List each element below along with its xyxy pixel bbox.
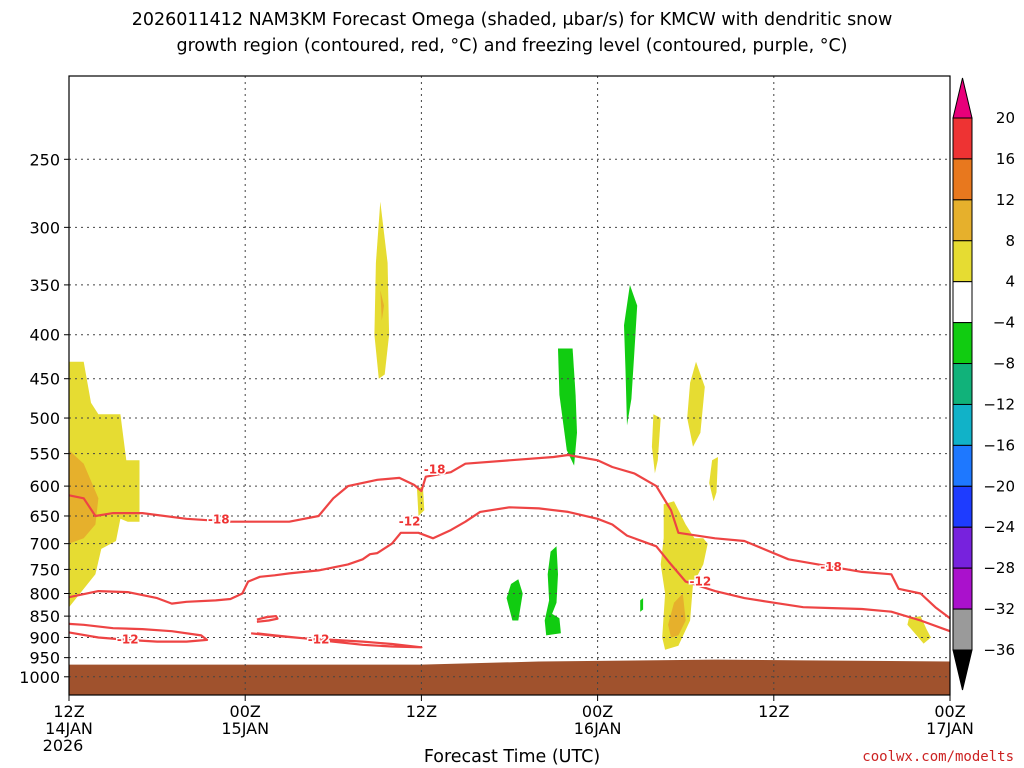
colorbar-band-10	[952, 485, 973, 528]
colorbar-label-13: −36	[983, 641, 1015, 659]
colorbar-label-11: −28	[983, 559, 1015, 577]
y-tick-label-850: 850	[29, 607, 60, 626]
terrain-layer	[69, 659, 950, 695]
y-tick-label-1000: 1000	[19, 668, 60, 687]
omega-region-6	[506, 579, 523, 621]
x-tick-label-0-1: 14JAN	[45, 719, 93, 738]
colorbar-band-5	[952, 281, 973, 324]
y-tick-label-500: 500	[29, 409, 60, 428]
colorbar-label-7: −12	[983, 395, 1015, 413]
colorbar-label-5: −4	[993, 314, 1015, 332]
chart-title-line2: growth region (contoured, red, °C) and f…	[177, 36, 848, 56]
x-tick-label-36-0: 00Z	[582, 702, 613, 721]
colorbar: 20 16 12 8 4 −4 −8 −12 −16 −20 −24 −28 −32 −36	[952, 77, 1015, 691]
y-tick-label-400: 400	[29, 326, 60, 345]
y-tick-label-450: 450	[29, 370, 60, 389]
colorbar-top-triangle	[952, 77, 973, 119]
contour-label-1-1: -12	[690, 575, 712, 589]
omega-region-2	[374, 201, 390, 379]
omega-region-5	[558, 348, 577, 466]
x-tick-label-12-1: 15JAN	[221, 719, 269, 738]
y-axis: 250 300 350 400 450 500 550 600 650 700 750 800 850 9…	[19, 150, 69, 687]
omega-region-14	[640, 598, 644, 612]
colorbar-band-6	[952, 322, 973, 365]
x-tick-label-0-0: 12Z	[53, 702, 84, 721]
colorbar-band-13	[952, 608, 973, 651]
y-tick-label-700: 700	[29, 535, 60, 554]
contour-line-2	[68, 622, 209, 643]
y-tick-label-350: 350	[29, 276, 60, 295]
colorbar-band-2	[952, 158, 973, 201]
contour-label-0-2: -18	[820, 560, 842, 574]
y-tick-label-250: 250	[29, 150, 60, 169]
x-tick-label-36-1: 16JAN	[574, 719, 622, 738]
colorbar-label-12: −32	[983, 600, 1015, 618]
x-axis-label: Forecast Time (UTC)	[424, 747, 600, 767]
y-tick-label-750: 750	[29, 560, 60, 579]
y-tick-label-650: 650	[29, 507, 60, 526]
colorbar-label-1: 16	[996, 150, 1015, 168]
colorbar-band-8	[952, 403, 973, 446]
colorbar-label-9: −20	[983, 477, 1015, 495]
x-tick-label-0-2: 2026	[43, 736, 84, 755]
omega-region-3	[380, 290, 384, 321]
credit-text: coolwx.com/modelts	[862, 749, 1014, 765]
colorbar-band-11	[952, 526, 973, 569]
colorbar-bottom-triangle	[952, 649, 973, 691]
colorbar-label-2: 12	[996, 191, 1015, 209]
colorbar-band-4	[952, 240, 973, 283]
omega-region-7	[544, 546, 561, 636]
y-tick-label-950: 950	[29, 649, 60, 668]
colorbar-label-4: 4	[1005, 273, 1015, 291]
omega-region-9	[651, 414, 661, 474]
y-tick-label-550: 550	[29, 445, 60, 464]
contour-label-2-0: -12	[117, 633, 139, 647]
y-tick-label-900: 900	[29, 628, 60, 647]
omega-region-15	[907, 616, 931, 644]
contour-label-1-0: -12	[399, 515, 421, 529]
omega-region-4	[417, 486, 425, 516]
contour-layer: -18 -18 -18 -12 -12 -12 -12	[68, 453, 951, 649]
y-tick-label-800: 800	[29, 584, 60, 603]
plot-frame	[68, 75, 951, 696]
contour-line-0	[68, 453, 951, 620]
omega-region-10	[687, 361, 705, 447]
colorbar-label-0: 20	[996, 109, 1015, 127]
x-tick-label-60-0: 00Z	[934, 702, 965, 721]
x-tick-label-48-0: 12Z	[758, 702, 789, 721]
omega-region-0	[69, 361, 140, 608]
terrain-fill	[69, 659, 950, 695]
omega-region-11	[709, 457, 718, 502]
contour-line-1	[68, 506, 951, 633]
colorbar-label-8: −16	[983, 436, 1015, 454]
contour-label-0-1: -18	[424, 463, 446, 477]
contour-line-4	[256, 614, 279, 623]
contour-label-3-0: -12	[308, 633, 330, 647]
colorbar-label-10: −24	[983, 518, 1015, 536]
colorbar-band-12	[952, 567, 973, 610]
chart-title-line1: 2026011412 NAM3KM Forecast Omega (shaded…	[132, 10, 893, 30]
y-tick-label-600: 600	[29, 477, 60, 496]
colorbar-band-7	[952, 363, 973, 405]
omega-region-8	[624, 284, 638, 426]
y-tick-label-300: 300	[29, 218, 60, 237]
contour-line-3	[250, 632, 423, 649]
contour-label-0-0: -18	[208, 512, 230, 526]
colorbar-band-3	[952, 199, 973, 242]
colorbar-band-1	[952, 117, 973, 160]
x-tick-label-24-0: 12Z	[406, 702, 437, 721]
x-tick-label-12-0: 00Z	[230, 702, 261, 721]
omega-region-13	[668, 593, 686, 638]
omega-region-1	[69, 450, 99, 544]
colorbar-band-9	[952, 444, 973, 487]
colorbar-label-6: −8	[993, 355, 1015, 373]
x-tick-label-60-1: 17JAN	[926, 719, 974, 738]
omega-shading-layer	[69, 201, 931, 650]
colorbar-label-3: 8	[1005, 232, 1015, 250]
